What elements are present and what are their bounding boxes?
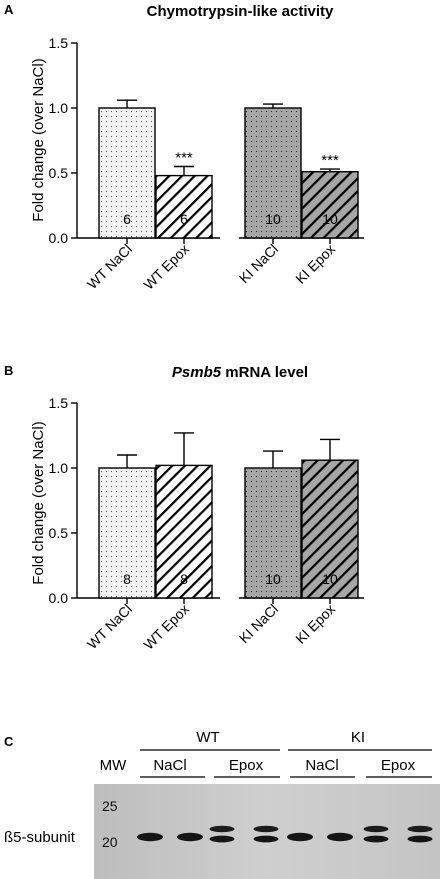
- chart-title-rest: mRNA level: [221, 364, 308, 381]
- blot-band: [253, 825, 279, 833]
- condition-label: Epox: [381, 757, 416, 774]
- y-axis-label: Fold change (over NaCl): [30, 58, 47, 221]
- blot-band: [253, 835, 279, 843]
- blot-band: [209, 835, 235, 843]
- y-tick-label: 0.5: [49, 525, 69, 541]
- blot-band: [407, 835, 433, 843]
- y-tick-label: 0.0: [49, 590, 69, 606]
- blot-band: [177, 832, 203, 842]
- x-tick-label: KI Epox: [292, 601, 338, 647]
- significance-label: ***: [321, 152, 339, 169]
- blot-band: [407, 825, 433, 833]
- condition-label: NaCl: [153, 757, 186, 774]
- blot-band: [363, 835, 389, 843]
- n-label: 10: [322, 571, 338, 587]
- blot-band: [363, 825, 389, 833]
- blot-band: [287, 832, 313, 842]
- panel-letter-c: C: [4, 734, 14, 749]
- blot-band: [137, 832, 163, 842]
- mw-marker: 20: [102, 834, 118, 850]
- mw-label: MW: [100, 757, 127, 774]
- blot-band: [327, 832, 353, 842]
- chart-title-italic: Psmb5: [172, 364, 222, 381]
- y-tick-label: 0.5: [49, 165, 69, 181]
- n-label: 6: [123, 211, 131, 227]
- panel-letter-a: A: [4, 2, 14, 17]
- n-label: 10: [322, 211, 338, 227]
- chart-title: Psmb5 mRNA level: [172, 364, 308, 381]
- n-label: 8: [123, 571, 131, 587]
- bar: [244, 467, 302, 599]
- group-label-ki: KI: [351, 729, 365, 746]
- y-tick-label: 1.0: [49, 100, 69, 116]
- chart-panel-b: B Psmb5 mRNA level Fold change (over NaC…: [4, 363, 364, 653]
- row-label: ß5-subunit: [4, 829, 76, 846]
- bar: [155, 174, 213, 239]
- bar: [301, 170, 359, 239]
- n-label: 10: [265, 571, 281, 587]
- y-tick-label: 1.5: [49, 35, 69, 51]
- n-label: 8: [180, 571, 188, 587]
- group-label-wt: WT: [196, 729, 219, 746]
- x-tick-label: KI NaCl: [236, 601, 281, 646]
- y-tick-label: 1.0: [49, 460, 69, 476]
- x-tick-label: WT NaCl: [84, 241, 135, 292]
- blot-panel-c: C MW WT KI NaCl Epox NaCl Epox ß5-subuni…: [4, 729, 440, 879]
- y-axis-label: Fold change (over NaCl): [30, 421, 47, 584]
- bar: [301, 459, 359, 599]
- condition-label: NaCl: [305, 757, 338, 774]
- mw-marker: 25: [102, 798, 118, 814]
- panel-letter-b: B: [4, 363, 13, 378]
- condition-label: Epox: [229, 757, 264, 774]
- x-tick-label: WT Epox: [140, 601, 192, 653]
- x-tick-label: KI NaCl: [236, 241, 281, 286]
- x-tick-label: WT NaCl: [84, 601, 135, 652]
- y-tick-label: 1.5: [49, 395, 69, 411]
- x-tick-label: KI Epox: [292, 241, 338, 287]
- n-label: 6: [180, 211, 188, 227]
- chart-title: Chymotrypsin-like activity: [147, 3, 334, 20]
- chart-panel-a: A Chymotrypsin-like activity Fold change…: [4, 2, 364, 293]
- y-tick-label: 0.0: [49, 230, 69, 246]
- n-label: 10: [265, 211, 281, 227]
- significance-label: ***: [175, 150, 193, 167]
- blot-band: [209, 825, 235, 833]
- x-tick-label: WT Epox: [140, 241, 192, 293]
